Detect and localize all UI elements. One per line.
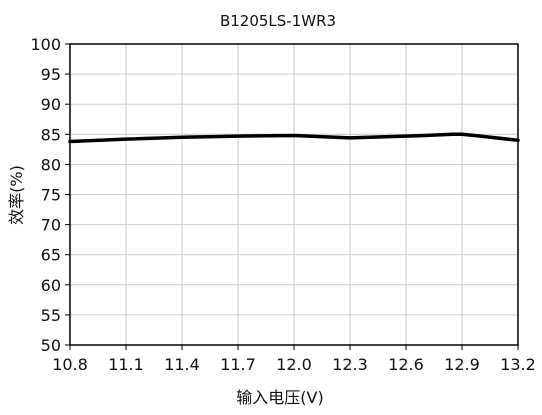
x-tick-label: 12.6: [388, 355, 424, 374]
x-axis-label: 输入电压(V): [236, 388, 323, 407]
y-tick-label: 75: [41, 186, 61, 205]
y-tick-label: 80: [41, 155, 61, 174]
x-tick-label: 11.1: [108, 355, 144, 374]
x-tick-label: 11.7: [220, 355, 256, 374]
y-tick-label: 90: [41, 95, 61, 114]
chart-title: B1205LS-1WR3: [220, 12, 336, 30]
y-tick-label: 50: [41, 336, 61, 355]
x-tick-label: 13.2: [500, 355, 536, 374]
series-layer: [68, 132, 520, 144]
x-tick-label: 12.3: [332, 355, 368, 374]
plot-frame: [69, 43, 519, 346]
y-tick-label: 60: [41, 276, 61, 295]
y-tick-label: 65: [41, 246, 61, 265]
y-axis-label: 效率(%): [7, 165, 26, 225]
x-tick-label: 12.9: [444, 355, 480, 374]
x-tick-labels: 10.8 11.1 11.4 11.7 12.0 12.3 12.6 12.9 13.2: [52, 355, 536, 374]
y-tick-label: 70: [41, 216, 61, 235]
y-tick-label: 95: [41, 65, 61, 84]
y-tick-labels: 100 95 90 85 80 75 70 65 60 55 50: [30, 35, 61, 355]
efficiency-series-line: [68, 132, 520, 144]
y-tick-label: 55: [41, 306, 61, 325]
x-tick-label: 12.0: [276, 355, 312, 374]
y-tick-label: 100: [30, 35, 61, 54]
grid-lines: [69, 43, 519, 346]
x-tick-label: 11.4: [164, 355, 200, 374]
x-tick-label: 10.8: [52, 355, 88, 374]
axes: [65, 43, 519, 350]
y-tick-label: 85: [41, 125, 61, 144]
